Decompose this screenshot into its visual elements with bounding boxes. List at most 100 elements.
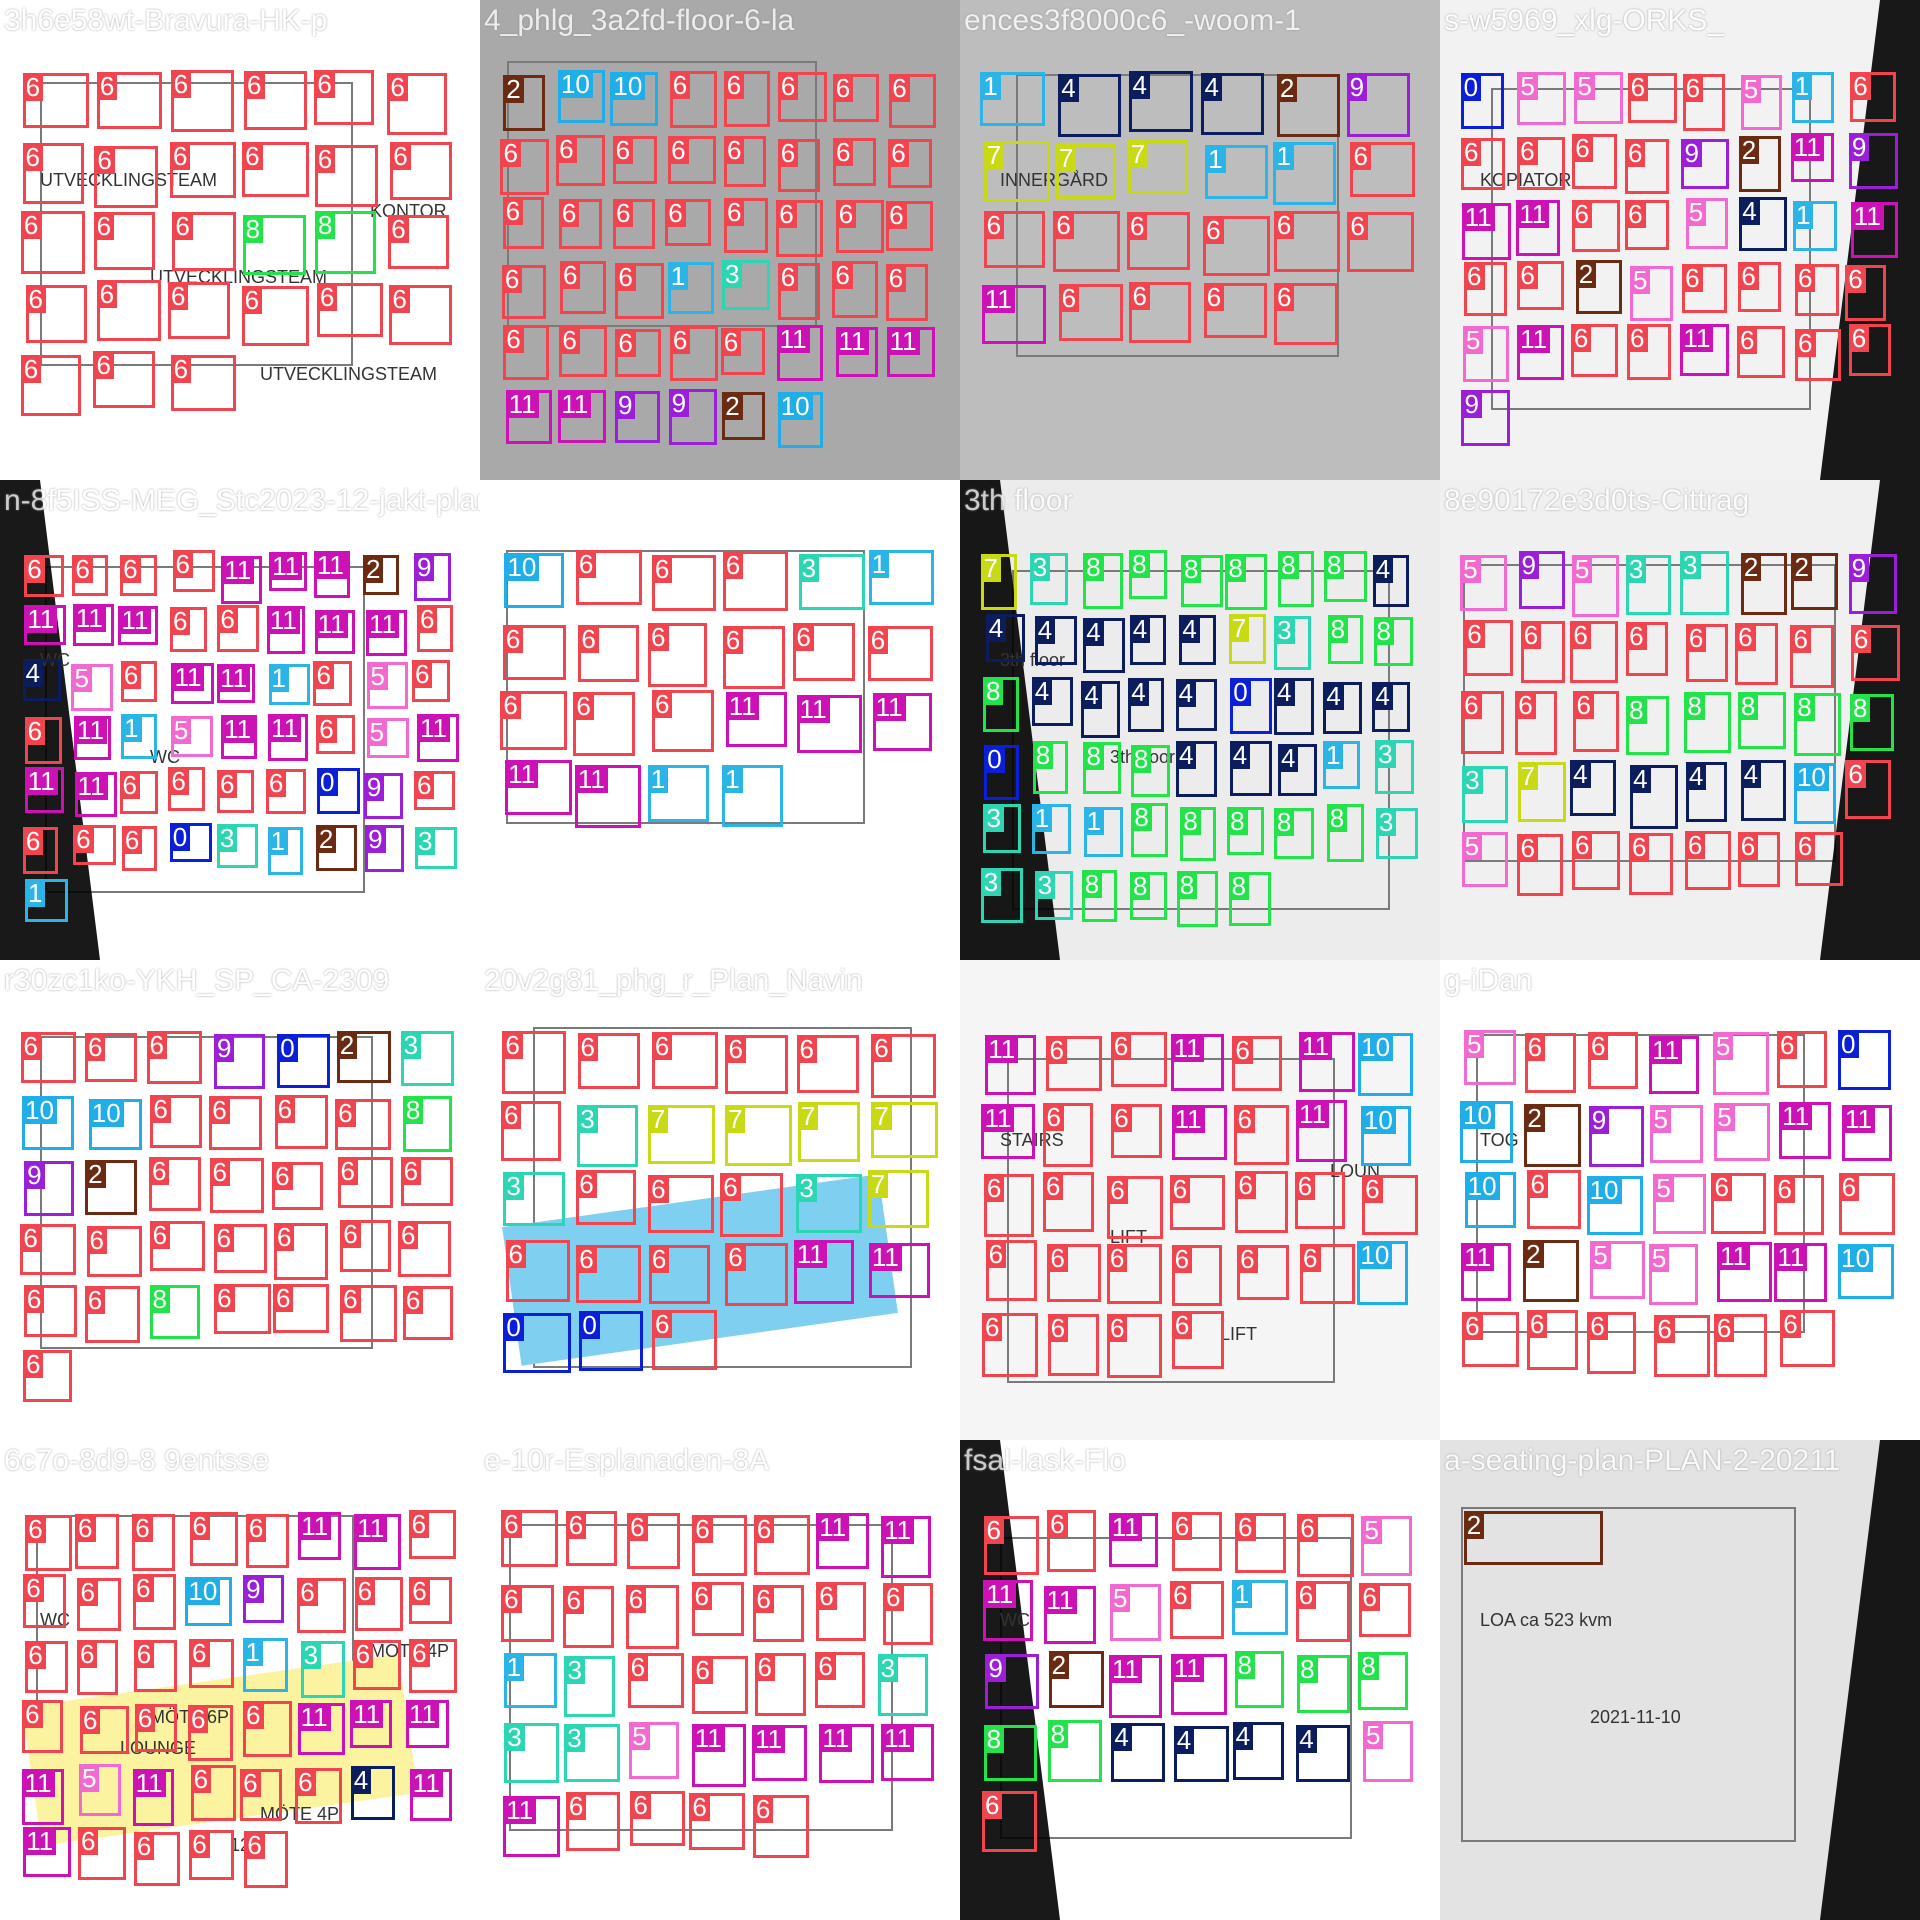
annotation-class-label: 6 <box>313 660 334 689</box>
annotation-class-label: 11 <box>1043 1585 1077 1614</box>
annotation-box: 6 <box>796 1034 859 1094</box>
annotation-box: 6 <box>77 1578 121 1631</box>
annotation-box: 2 <box>1524 1104 1581 1168</box>
annotation-box: 7 <box>647 1104 715 1165</box>
annotation-box: 9 <box>243 1574 285 1624</box>
annotation-class-label: 1 <box>1205 144 1226 173</box>
annotation-box: 0 <box>1460 72 1504 130</box>
annotation-box: 6 <box>169 607 207 653</box>
annotation-box: 6 <box>573 692 636 756</box>
annotation-box: 3 <box>1034 870 1073 921</box>
annotation-box: 9 <box>413 553 452 601</box>
annotation-class-label: 6 <box>1237 1245 1258 1274</box>
annotation-box: 6 <box>1053 211 1120 273</box>
annotation-class-label: 6 <box>832 137 854 166</box>
annotation-box: 6 <box>1107 1175 1163 1239</box>
annotation-box: 10 <box>185 1577 233 1626</box>
annotation-class-label: 4 <box>350 1766 372 1795</box>
annotation-box: 6 <box>120 555 158 597</box>
annotation-class-label: 8 <box>1358 1651 1379 1680</box>
annotation-class-label: 6 <box>668 135 689 164</box>
annotation-box: 8 <box>1323 551 1367 602</box>
annotation-box: 10 <box>88 1098 142 1151</box>
annotation-box: 4 <box>1685 761 1728 823</box>
annotation-box: 6 <box>1654 1315 1711 1378</box>
annotation-box: 6 <box>1234 1104 1289 1166</box>
annotation-box: 11 <box>1043 1585 1097 1645</box>
tile-filename: g-iDan <box>1444 964 1533 997</box>
annotation-box: 2 <box>1740 553 1787 615</box>
annotation-class-label: 6 <box>613 199 634 228</box>
annotation-box: 6 <box>1627 73 1677 123</box>
annotation-box: 6 <box>1520 620 1566 684</box>
annotation-class-label: 6 <box>187 1705 209 1734</box>
annotation-box: 7 <box>1517 762 1566 822</box>
annotation-box: 6 <box>22 73 90 129</box>
annotation-class-label: 2 <box>722 392 743 421</box>
annotation-class-label: 8 <box>1327 614 1349 643</box>
annotation-class-label: 6 <box>1850 625 1872 654</box>
annotation-box: 11 <box>74 771 117 817</box>
annotation-class-label: 5 <box>1653 1174 1674 1203</box>
annotation-class-label: 3 <box>1625 555 1647 584</box>
annotation-box: 8 <box>1032 741 1068 794</box>
annotation-class-label: 11 <box>983 1580 1017 1608</box>
annotation-class-label: 6 <box>189 1511 211 1540</box>
annotation-box: 6 <box>272 1162 324 1210</box>
annotation-class-label: 6 <box>316 282 338 311</box>
annotation-class-label: 3 <box>503 1172 524 1201</box>
annotation-box: 6 <box>982 1790 1038 1853</box>
annotation-class-label: 1 <box>868 550 890 579</box>
annotation-class-label: 11 <box>776 325 810 354</box>
annotation-box: 2 <box>722 392 766 441</box>
annotation-box: 6 <box>1350 142 1416 197</box>
annotation-class-label: 6 <box>354 1576 376 1605</box>
annotation-box: 6 <box>314 70 375 125</box>
annotation-box: 8 <box>1794 692 1842 757</box>
annotation-class-label: 6 <box>777 263 799 292</box>
annotation-box: 6 <box>133 1832 181 1887</box>
annotation-box: 6 <box>1106 1243 1162 1304</box>
annotation-box: 6 <box>985 1240 1038 1302</box>
annotation-box: 8 <box>1083 741 1121 794</box>
annotation-box: 3 <box>1274 615 1311 671</box>
annotation-class-label: 6 <box>753 1584 774 1613</box>
annotation-box: 6 <box>1794 832 1843 887</box>
annotation-class-label: 6 <box>577 1033 598 1062</box>
annotation-class-label: 6 <box>134 1703 156 1732</box>
annotation-class-label: 6 <box>1170 1580 1191 1609</box>
annotation-class-label: 9 <box>363 772 385 801</box>
annotation-class-label: 6 <box>776 199 797 228</box>
annotation-class-label: 5 <box>1517 71 1538 100</box>
annotation-box: 2 <box>503 74 546 131</box>
annotation-box: 3 <box>414 827 458 870</box>
annotation-box: 6 <box>1684 830 1732 891</box>
plan-label: LOA ca 523 kvm <box>1480 1610 1613 1630</box>
annotation-box: 9 <box>668 388 717 445</box>
annotation-class-label: 6 <box>777 72 799 101</box>
annotation-class-label: 6 <box>1850 72 1871 101</box>
annotation-class-label: 6 <box>213 1223 235 1252</box>
annotation-box: 6 <box>189 1638 234 1688</box>
annotation-class-label: 11 <box>691 1723 725 1752</box>
annotation-class-label: 6 <box>1627 323 1648 352</box>
annotation-class-label: 6 <box>22 827 44 856</box>
annotation-box: 6 <box>1838 1172 1895 1236</box>
annotation-class-label: 3 <box>300 1641 322 1670</box>
annotation-box: 6 <box>24 717 62 765</box>
annotation-box: 6 <box>1129 281 1191 343</box>
annotation-box: 2 <box>1276 73 1341 138</box>
annotation-class-label: 2 <box>1524 1104 1545 1133</box>
annotation-box: 3 <box>877 1654 929 1716</box>
annotation-class-label: 5 <box>1464 1030 1485 1059</box>
annotation-box: 6 <box>400 1156 454 1207</box>
annotation-box: 8 <box>1083 552 1124 610</box>
annotation-class-label: 11 <box>23 1827 57 1856</box>
annotation-box: 6 <box>1461 691 1504 755</box>
annotation-class-label: 6 <box>1526 1310 1548 1339</box>
annotation-class-label: 5 <box>1574 71 1595 100</box>
annotation-class-label: 0 <box>317 767 338 796</box>
annotation-class-label: 6 <box>725 1242 746 1271</box>
annotation-box: 6 <box>340 1220 391 1273</box>
